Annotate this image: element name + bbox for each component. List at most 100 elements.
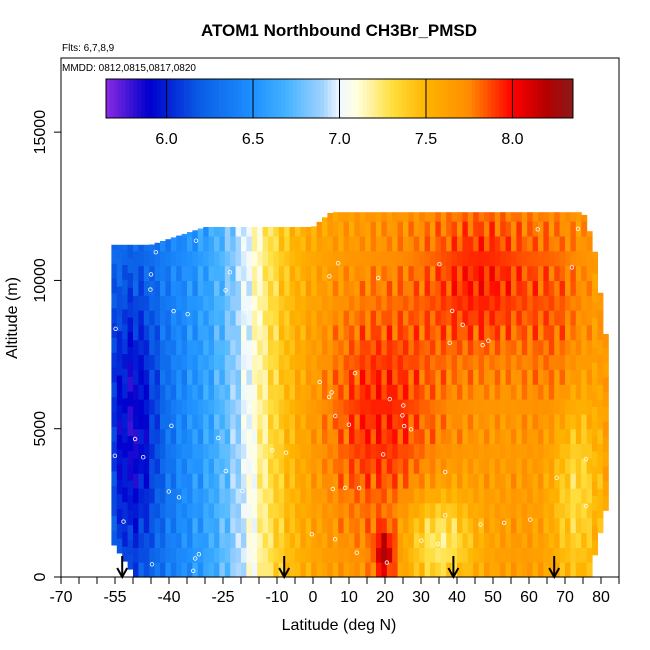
heatmap-cell (554, 413, 561, 430)
heatmap-cell (332, 384, 339, 400)
heatmap-cell (295, 443, 301, 459)
heatmap-cell (592, 451, 598, 467)
heatmap-cell (343, 265, 350, 281)
heatmap-cell (311, 295, 318, 311)
heatmap-cell (354, 324, 361, 341)
heatmap-cell (430, 354, 436, 370)
heatmap-cell (192, 428, 199, 445)
heatmap-cell (532, 339, 539, 356)
heatmap-cell (559, 502, 566, 519)
colorbar-segment (218, 79, 224, 118)
heatmap-cell (127, 465, 134, 481)
heatmap-cell (343, 428, 350, 445)
heatmap-cell (538, 221, 544, 237)
heatmap-cell (365, 265, 372, 281)
heatmap-cell (397, 488, 404, 504)
heatmap-cell (133, 547, 139, 563)
heatmap-cell (575, 547, 582, 563)
sample-point (243, 309, 248, 315)
heatmap-cell (278, 250, 285, 267)
heatmap-cell (160, 428, 166, 445)
heatmap-cell (386, 399, 393, 415)
heatmap-cell (359, 488, 366, 504)
heatmap-cell (575, 354, 582, 370)
heatmap-cell (257, 458, 264, 474)
heatmap-cell (381, 265, 388, 281)
heatmap-cell (494, 473, 501, 489)
x-tick-label: 80 (592, 589, 610, 606)
sample-point (443, 513, 448, 518)
heatmap-cell (527, 339, 534, 356)
heatmap-cell (170, 532, 177, 548)
heatmap-cell (160, 413, 166, 430)
sample-point (185, 312, 190, 317)
heatmap-cell (327, 221, 334, 237)
heatmap-cell (160, 458, 166, 474)
heatmap-cell (332, 428, 339, 445)
heatmap-cell (316, 250, 323, 267)
heatmap-cell (392, 295, 399, 311)
heatmap-cell (511, 532, 517, 548)
heatmap-cell (586, 562, 593, 578)
heatmap-cell (570, 473, 577, 489)
heatmap-cell (489, 473, 496, 489)
colorbar-segment (238, 79, 243, 118)
heatmap-cell (505, 339, 512, 356)
heatmap-cell (489, 384, 496, 400)
heatmap-cell (305, 473, 312, 489)
heatmap-cell (203, 502, 210, 519)
heatmap-cell (478, 235, 485, 252)
heatmap-cell (462, 532, 469, 548)
heatmap-cell (365, 310, 372, 326)
heatmap-cell (511, 265, 517, 281)
heatmap-cell (397, 295, 404, 311)
colorbar-segment (273, 79, 278, 118)
heatmap-cell (440, 369, 447, 385)
heatmap-cell (397, 502, 404, 519)
heatmap-cell (602, 495, 609, 511)
heatmap-cell (181, 502, 188, 519)
heatmap-cell (419, 221, 426, 237)
heatmap-cell (473, 443, 480, 459)
heatmap-cell (138, 413, 145, 430)
heatmap-cells (111, 212, 609, 578)
heatmap-cell (176, 295, 183, 311)
heatmap-cell (359, 562, 366, 578)
heatmap-cell (462, 413, 469, 430)
heatmap-cell (127, 361, 134, 377)
heatmap-cell (278, 517, 285, 534)
heatmap-cell (116, 345, 123, 361)
colorbar-segment (265, 79, 270, 118)
heatmap-cell (440, 502, 447, 519)
heatmap-cell (489, 547, 496, 563)
heatmap-cell (359, 354, 366, 370)
heatmap-cell (154, 384, 161, 400)
heatmap-cell (176, 354, 183, 370)
heatmap-cell (376, 413, 382, 430)
heatmap-cell (543, 250, 550, 267)
heatmap-cell (143, 399, 150, 415)
heatmap-cell (365, 532, 372, 548)
heatmap-cell (419, 517, 426, 534)
heatmap-cell (230, 458, 237, 474)
heatmap-cell (538, 413, 544, 430)
colorbar-segment (222, 79, 228, 118)
heatmap-cell (538, 547, 544, 563)
heatmap-cell (484, 443, 490, 459)
heatmap-cell (181, 324, 188, 341)
heatmap-cell (392, 399, 399, 415)
colorbar-segment (156, 79, 161, 118)
heatmap-cell (343, 532, 350, 548)
heatmap-cell (300, 384, 307, 400)
heatmap-cell (381, 443, 388, 459)
heatmap-cell (365, 250, 372, 267)
heatmap-cell (602, 451, 609, 467)
heatmap-cell (494, 443, 501, 459)
heatmap-cell (273, 532, 280, 548)
heatmap-cell (305, 235, 312, 252)
heatmap-cell (548, 562, 555, 578)
heatmap-cell (397, 265, 404, 281)
heatmap-cell (122, 397, 129, 414)
heatmap-cell (408, 473, 415, 489)
heatmap-cell (327, 310, 334, 326)
